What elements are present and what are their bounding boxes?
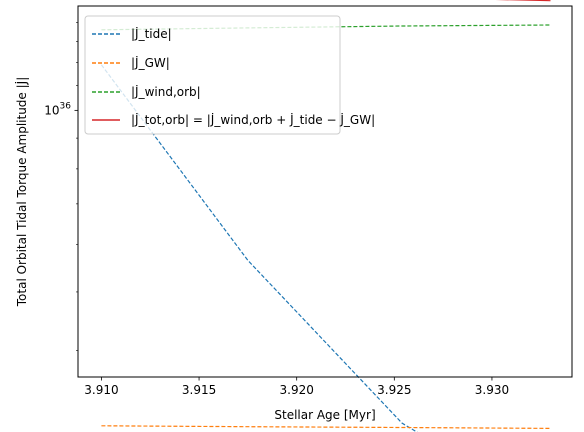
legend-label-total: |J̇_tot,orb| = |J̇_wind,orb + J̇_tide − … xyxy=(131,113,375,127)
x-tick-label: 3.925 xyxy=(377,383,411,397)
x-tick-label: 3.915 xyxy=(182,383,216,397)
series-line-0 xyxy=(100,64,418,432)
y-axis-label: Total Orbital Tidal Torque Amplitude |J̇… xyxy=(15,77,29,308)
series-line-3 xyxy=(495,0,551,2)
x-axis-label: Stellar Age [Myr] xyxy=(274,408,375,422)
legend-label-wind: |J̇_wind,orb| xyxy=(131,85,201,99)
x-tick-label: 3.930 xyxy=(475,383,509,397)
y-tick-label: 1036 xyxy=(44,101,71,117)
x-tick-label: 3.920 xyxy=(280,383,314,397)
legend: |J̇_tide| |J̇_GW| |J̇_wind,orb| |J̇_tot,… xyxy=(84,15,375,135)
legend-box xyxy=(84,15,341,135)
series-line-1 xyxy=(101,425,551,429)
legend-label-tide: |J̇_tide| xyxy=(131,27,172,41)
plot-frame xyxy=(77,5,573,378)
ticks-layer: 3.910 3.915 3.920 3.925 3.930 1036 xyxy=(44,21,509,397)
x-tick-label: 3.910 xyxy=(84,383,118,397)
legend-label-gw: |J̇_GW| xyxy=(131,56,170,70)
